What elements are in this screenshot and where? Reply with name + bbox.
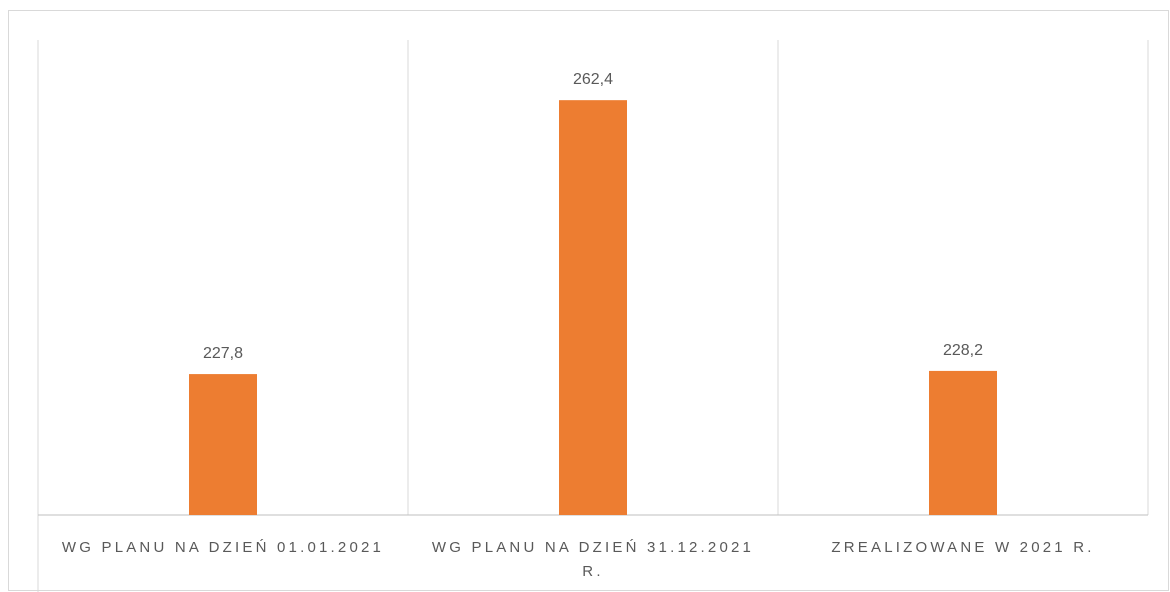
x-tick-label: WG PLANU NA DZIEŃ 31.12.2021 R.	[431, 539, 755, 580]
x-tick-label: ZREALIZOWANE W 2021 R.	[831, 539, 1095, 556]
data-label: 262,4	[573, 71, 613, 88]
bar	[189, 374, 257, 515]
bar	[559, 100, 627, 516]
x-tick-label: WG PLANU NA DZIEŃ 01.01.2021	[61, 539, 385, 556]
bar	[929, 370, 997, 515]
data-label: 227,8	[203, 345, 243, 362]
data-label: 228,2	[943, 342, 983, 359]
chart-frame	[8, 10, 1169, 591]
